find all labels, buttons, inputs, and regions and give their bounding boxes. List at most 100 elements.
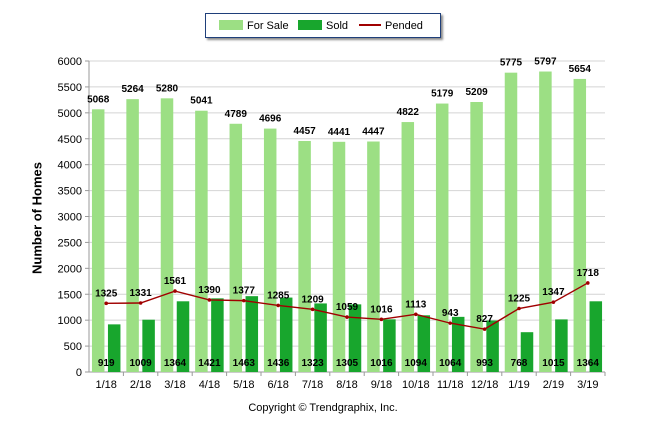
x-tick-label: 5/18	[233, 379, 254, 391]
y-tick-label: 2500	[58, 237, 82, 249]
data-label-pended: 1059	[336, 302, 359, 313]
y-tick-label: 3500	[58, 186, 82, 198]
data-label-pended: 1561	[164, 276, 187, 287]
data-label-pended: 943	[442, 308, 459, 319]
bar-for-sale	[504, 72, 518, 372]
bar-sold	[520, 332, 534, 372]
legend-item-pended: Pended	[359, 19, 423, 33]
y-tick-label: 500	[64, 341, 82, 353]
data-label-pended: 1225	[508, 294, 531, 305]
chart-legend: For Sale Sold Pended	[205, 13, 441, 38]
x-tick-label: 2/19	[543, 379, 564, 391]
data-label-pended: 1113	[405, 299, 427, 310]
bar-for-sale	[298, 140, 311, 372]
data-label-pended: 1209	[301, 294, 324, 305]
y-tick-label: 0	[76, 367, 82, 379]
data-label-for-sale: 4457	[293, 126, 316, 137]
legend-swatch-for-sale	[219, 20, 243, 30]
x-tick-label: 10/18	[402, 379, 430, 391]
legend-item-for-sale: For Sale	[219, 19, 289, 33]
data-label-sold: 1463	[233, 358, 256, 369]
point-pended	[242, 298, 246, 303]
y-tick-label: 4500	[58, 134, 82, 146]
point-pended	[482, 327, 487, 331]
x-tick-label: 1/18	[95, 379, 116, 391]
data-label-sold: 1436	[267, 358, 290, 369]
point-pended	[586, 281, 590, 285]
data-label-for-sale: 5179	[431, 89, 454, 100]
bar-for-sale	[435, 103, 449, 372]
x-tick-label: 9/18	[371, 379, 392, 391]
bar-sold	[348, 304, 362, 372]
bar-for-sale	[91, 109, 105, 373]
data-label-for-sale: 5209	[465, 87, 488, 98]
data-label-for-sale: 5264	[121, 84, 144, 95]
bar-sold	[176, 301, 190, 372]
bar-for-sale	[229, 123, 243, 372]
y-axis-title: Number of Homes	[29, 162, 45, 274]
data-label-pended: 1016	[370, 304, 393, 315]
data-label-sold: 1364	[577, 358, 600, 369]
data-label-sold: 919	[98, 358, 115, 369]
data-label-sold: 1009	[129, 358, 152, 369]
bar-sold	[555, 319, 568, 372]
data-label-for-sale: 4822	[397, 107, 420, 118]
bar-sold	[383, 319, 396, 372]
point-pended	[104, 301, 108, 306]
legend-swatch-sold	[298, 20, 322, 30]
data-label-sold: 1305	[336, 358, 359, 369]
data-label-pended: 1285	[267, 290, 290, 301]
y-tick-label: 3000	[58, 212, 82, 224]
bar-for-sale	[160, 98, 174, 372]
bar-for-sale	[332, 141, 346, 372]
data-label-pended: 1718	[577, 268, 600, 279]
x-tick-label: 11/18	[437, 379, 464, 391]
legend-label-pended: Pended	[385, 20, 423, 32]
x-tick-label: 12/18	[471, 379, 499, 391]
x-tick-label: 4/18	[199, 379, 220, 391]
legend-item-sold: Sold	[298, 19, 348, 33]
bar-for-sale	[367, 141, 380, 372]
y-tick-label: 5500	[58, 82, 82, 94]
data-label-for-sale: 4441	[328, 127, 351, 138]
point-pended	[138, 301, 143, 305]
bar-sold	[486, 320, 499, 372]
data-label-pended: 1390	[198, 285, 221, 296]
data-label-for-sale: 5775	[500, 58, 523, 69]
point-pended	[517, 306, 521, 311]
y-tick-label: 6000	[58, 56, 82, 68]
bar-for-sale	[401, 122, 415, 373]
x-tick-label: 7/18	[302, 379, 323, 391]
data-label-for-sale: 5654	[569, 64, 592, 75]
data-label-sold: 1015	[542, 358, 565, 369]
data-label-for-sale: 4696	[259, 114, 282, 125]
bar-sold	[142, 319, 155, 372]
point-pended	[310, 307, 315, 312]
data-label-for-sale: 4447	[362, 126, 385, 137]
point-pended	[345, 315, 349, 319]
y-tick-label: 5000	[58, 108, 82, 120]
bar-sold	[589, 301, 603, 372]
data-label-sold: 1364	[164, 358, 187, 369]
bar-for-sale	[539, 71, 552, 373]
legend-label-sold: Sold	[326, 20, 349, 32]
data-label-for-sale: 5280	[156, 83, 179, 94]
data-label-for-sale: 5041	[190, 96, 213, 107]
data-label-sold: 768	[511, 358, 528, 369]
bar-for-sale	[573, 78, 587, 373]
data-label-sold: 1094	[405, 358, 428, 369]
legend-swatch-pended	[359, 24, 381, 26]
y-tick-label: 2000	[58, 263, 82, 275]
data-label-for-sale: 5068	[87, 94, 110, 105]
x-tick-label: 6/18	[267, 379, 288, 391]
data-label-sold: 1323	[301, 358, 324, 369]
point-pended	[173, 289, 177, 293]
legend-label-for-sale: For Sale	[247, 20, 289, 32]
bar-for-sale	[195, 110, 208, 373]
bar-sold	[451, 316, 465, 372]
y-tick-label: 1500	[58, 289, 82, 301]
data-label-sold: 1421	[198, 358, 221, 369]
data-label-sold: 1016	[370, 358, 393, 369]
point-pended	[551, 300, 556, 304]
